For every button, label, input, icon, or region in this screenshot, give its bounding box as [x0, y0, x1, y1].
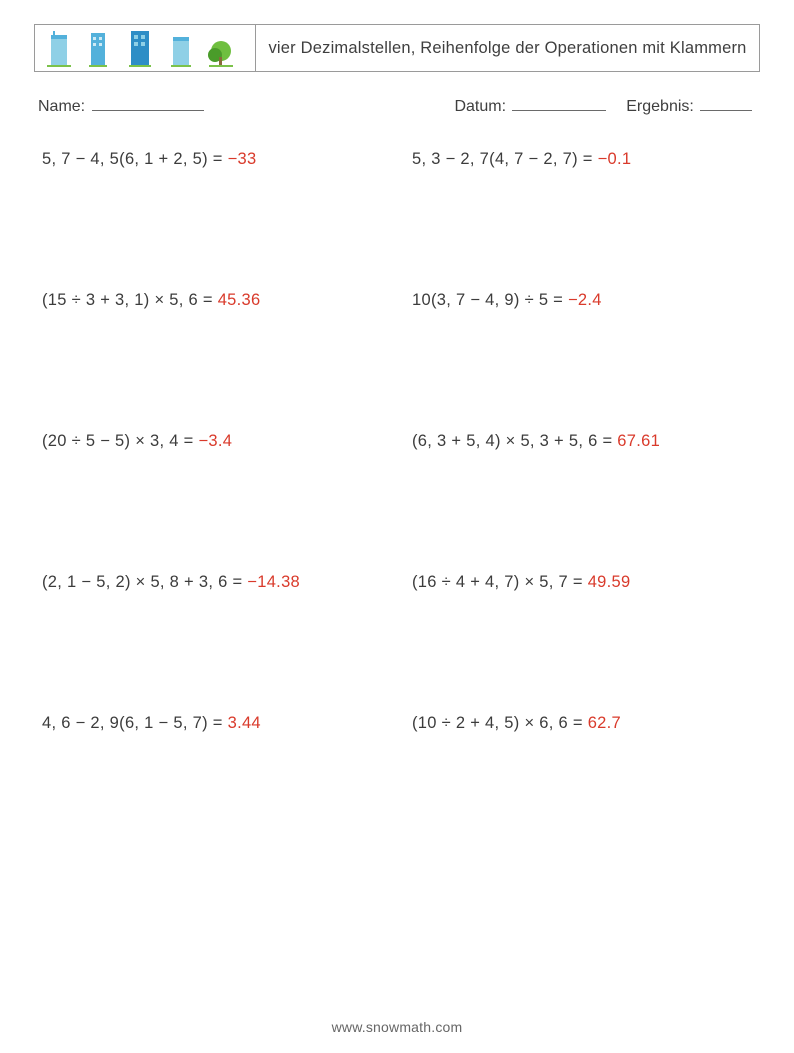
skyline-icon [45, 29, 245, 69]
date-result-group: Datum: Ergebnis: [454, 94, 756, 116]
problem-answer: 3.44 [228, 714, 261, 732]
problem-expression: (15 ÷ 3 + 3, 1) × 5, 6 = [42, 291, 218, 309]
problem-cell: (10 ÷ 2 + 4, 5) × 6, 6 = 62.7 [412, 714, 752, 733]
date-label: Datum: [454, 98, 506, 115]
problem-answer: −3.4 [198, 432, 232, 450]
problem-expression: 10(3, 7 − 4, 9) ÷ 5 = [412, 291, 568, 309]
problem-cell: 5, 3 − 2, 7(4, 7 − 2, 7) = −0.1 [412, 150, 752, 169]
problem-cell: (15 ÷ 3 + 3, 1) × 5, 6 = 45.36 [42, 291, 382, 310]
problem-cell: (6, 3 + 5, 4) × 5, 3 + 5, 6 = 67.61 [412, 432, 752, 451]
result-label: Ergebnis: [626, 98, 694, 115]
problem-cell: 5, 7 − 4, 5(6, 1 + 2, 5) = −33 [42, 150, 382, 169]
result-blank[interactable] [700, 94, 752, 111]
problem-answer: −14.38 [247, 573, 300, 591]
problem-cell: (20 ÷ 5 − 5) × 3, 4 = −3.4 [42, 432, 382, 451]
problem-expression: 5, 3 − 2, 7(4, 7 − 2, 7) = [412, 150, 598, 168]
name-field-group: Name: [38, 94, 454, 116]
problem-expression: (10 ÷ 2 + 4, 5) × 6, 6 = [412, 714, 588, 732]
problem-expression: (2, 1 − 5, 2) × 5, 8 + 3, 6 = [42, 573, 247, 591]
problem-cell: (2, 1 − 5, 2) × 5, 8 + 3, 6 = −14.38 [42, 573, 382, 592]
header-row: vier Dezimalstellen, Reihenfolge der Ope… [34, 24, 760, 72]
problem-cell: 4, 6 − 2, 9(6, 1 − 5, 7) = 3.44 [42, 714, 382, 733]
problem-expression: 5, 7 − 4, 5(6, 1 + 2, 5) = [42, 150, 228, 168]
problem-answer: 49.59 [588, 573, 631, 591]
problem-expression: (20 ÷ 5 − 5) × 3, 4 = [42, 432, 198, 450]
problem-expression: (16 ÷ 4 + 4, 7) × 5, 7 = [412, 573, 588, 591]
info-row: Name: Datum: Ergebnis: [34, 94, 760, 116]
problem-cell: (16 ÷ 4 + 4, 7) × 5, 7 = 49.59 [412, 573, 752, 592]
problems-grid: 5, 7 − 4, 5(6, 1 + 2, 5) = −33 5, 3 − 2,… [34, 150, 760, 733]
name-blank[interactable] [92, 94, 204, 111]
worksheet-page: vier Dezimalstellen, Reihenfolge der Ope… [0, 0, 794, 1053]
problem-expression: 4, 6 − 2, 9(6, 1 − 5, 7) = [42, 714, 228, 732]
name-label: Name: [38, 98, 85, 115]
problem-expression: (6, 3 + 5, 4) × 5, 3 + 5, 6 = [412, 432, 617, 450]
header-icons [34, 24, 256, 72]
footer-link[interactable]: www.snowmath.com [0, 1019, 794, 1035]
problem-answer: 62.7 [588, 714, 621, 732]
problem-answer: −33 [228, 150, 257, 168]
problem-cell: 10(3, 7 − 4, 9) ÷ 5 = −2.4 [412, 291, 752, 310]
date-blank[interactable] [512, 94, 606, 111]
problem-answer: −0.1 [598, 150, 632, 168]
problem-answer: 45.36 [218, 291, 261, 309]
problem-answer: −2.4 [568, 291, 602, 309]
problem-answer: 67.61 [617, 432, 660, 450]
worksheet-title: vier Dezimalstellen, Reihenfolge der Ope… [256, 24, 760, 72]
